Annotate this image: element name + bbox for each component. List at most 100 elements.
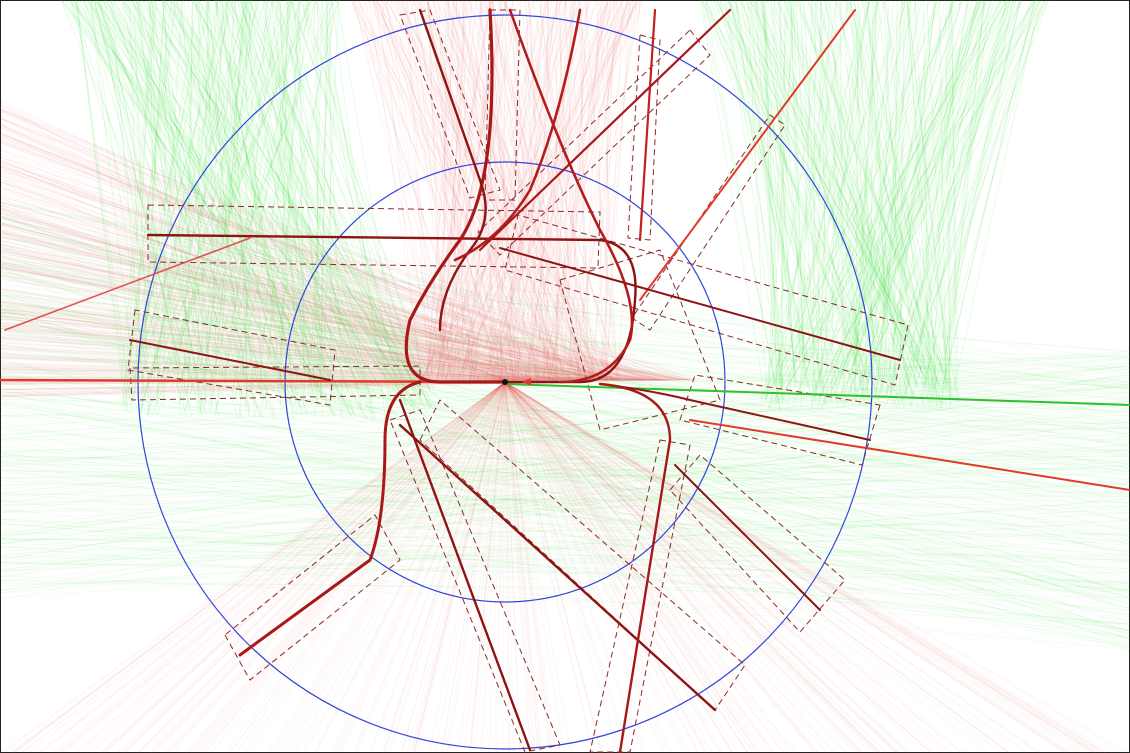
- faint-path: [294, 381, 506, 753]
- faint-path: [0, 417, 1130, 594]
- faint-path: [0, 518, 1130, 625]
- faint-path: [843, 0, 1003, 405]
- faint-path: [185, 381, 506, 753]
- faint-path: [241, 0, 314, 395]
- faint-path: [764, 0, 1008, 400]
- faint-path: [776, 0, 941, 387]
- faint-path: [0, 232, 507, 381]
- faint-path: [12, 381, 506, 753]
- faint-path: [0, 169, 540, 381]
- faint-path: [0, 309, 1130, 371]
- faint-path: [0, 209, 536, 381]
- faint-path: [504, 381, 594, 753]
- faint-path: [0, 373, 1130, 535]
- faint-path: [755, 0, 951, 397]
- faint-path: [920, 0, 1039, 393]
- faint-path: [605, 0, 609, 381]
- faint-path: [858, 0, 1049, 386]
- faint-path: [504, 381, 816, 753]
- faint-path: [163, 381, 506, 753]
- faint-path: [68, 0, 380, 400]
- faint-path: [504, 381, 932, 753]
- faint-path: [504, 381, 899, 753]
- faint-path: [129, 0, 440, 412]
- faint-path: [0, 257, 538, 381]
- faint-path: [71, 0, 374, 387]
- faint-path: [97, 0, 337, 417]
- faint-path: [453, 0, 561, 381]
- faint-path: [60, 0, 404, 391]
- faint-path: [214, 0, 297, 393]
- faint-path: [228, 0, 393, 394]
- faint-path: [355, 0, 506, 381]
- faint-path: [0, 166, 506, 381]
- faint-path: [920, 0, 1022, 399]
- faint-path: [426, 0, 528, 381]
- faint-path: [469, 0, 582, 381]
- faint-path: [482, 0, 624, 381]
- faint-path: [223, 0, 298, 412]
- faint-path: [0, 202, 659, 381]
- faint-path: [418, 0, 525, 381]
- faint-path: [0, 343, 1130, 537]
- faint-path: [785, 0, 871, 394]
- faint-path: [0, 315, 631, 381]
- faint-path: [504, 381, 1096, 753]
- faint-path: [821, 0, 982, 407]
- faint-path: [0, 355, 634, 381]
- faint-path: [778, 0, 932, 407]
- faint-path: [123, 0, 276, 417]
- box: [559, 249, 721, 431]
- faint-path: [0, 204, 623, 381]
- faint-path: [354, 0, 475, 381]
- faint-path: [0, 177, 504, 381]
- faint-path: [779, 0, 783, 404]
- faint-path: [905, 0, 1008, 396]
- faint-path: [0, 140, 659, 381]
- faint-path: [0, 202, 1130, 424]
- faint-path: [204, 381, 506, 753]
- faint-path: [0, 172, 581, 381]
- faint-path: [289, 0, 438, 398]
- faint-path: [516, 0, 530, 381]
- faint-path: [0, 396, 1130, 563]
- faint-path: [751, 0, 923, 384]
- faint-path: [780, 0, 786, 391]
- faint-path: [273, 381, 506, 753]
- faint-path: [248, 0, 374, 403]
- faint-path: [0, 207, 510, 381]
- faint-path: [504, 381, 1085, 753]
- faint-path: [504, 381, 1130, 753]
- faint-path: [469, 0, 554, 381]
- faint-path: [453, 0, 464, 381]
- faint-path: [204, 0, 236, 403]
- faint-path: [504, 381, 531, 753]
- faint-path: [148, 0, 361, 386]
- faint-path: [0, 297, 1130, 579]
- faint-path: [0, 540, 1130, 587]
- faint-path: [197, 0, 269, 395]
- faint-path: [504, 381, 539, 753]
- faint-path: [0, 451, 1130, 645]
- faint-path: [0, 232, 1130, 600]
- faint-path: [123, 0, 176, 386]
- faint-path: [422, 0, 581, 381]
- faint-path: [865, 0, 938, 393]
- faint-path: [442, 0, 447, 381]
- faint-path: [0, 189, 571, 381]
- faint-path: [143, 0, 408, 389]
- faint-path: [0, 216, 1130, 635]
- faint-path: [790, 0, 802, 396]
- faint-path: [0, 335, 602, 381]
- faint-path: [0, 293, 1130, 592]
- faint-path: [0, 468, 1130, 582]
- faint-path: [206, 0, 261, 395]
- faint-path: [0, 294, 1130, 390]
- faint-path: [191, 0, 432, 408]
- faint-path: [397, 0, 613, 381]
- faint-path: [0, 236, 667, 381]
- faint-path: [0, 267, 628, 381]
- faint-path: [86, 0, 427, 419]
- faint-path: [0, 364, 1130, 531]
- faint-path: [789, 0, 1012, 382]
